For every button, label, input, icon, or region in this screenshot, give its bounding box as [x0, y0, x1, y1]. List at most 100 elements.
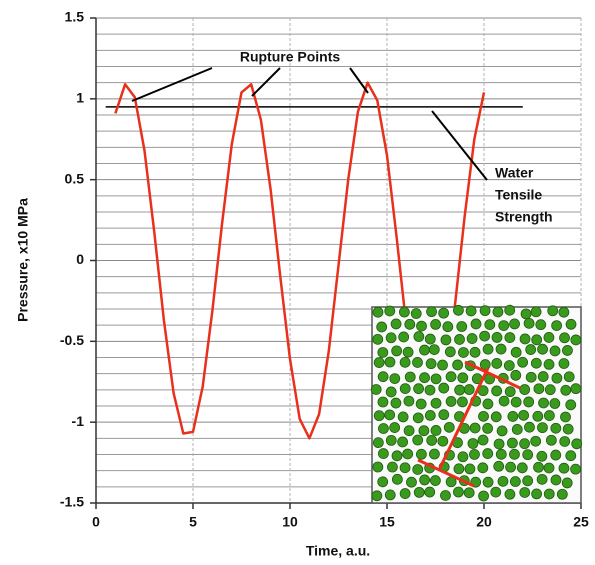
sphere [482, 343, 494, 355]
sphere [378, 423, 389, 434]
sphere [372, 437, 384, 449]
sphere [570, 463, 581, 475]
sphere [525, 371, 537, 383]
sphere [457, 451, 469, 463]
sphere [492, 306, 504, 318]
x-tick-label: 10 [282, 514, 298, 530]
sphere [519, 487, 531, 498]
sphere [412, 412, 424, 424]
sphere [424, 384, 436, 396]
sphere [519, 333, 531, 345]
sphere [530, 357, 542, 369]
sphere [562, 345, 573, 356]
sphere [509, 318, 520, 330]
sphere [549, 345, 561, 357]
sphere [437, 359, 448, 371]
sphere [442, 321, 454, 333]
sphere [466, 333, 478, 344]
sphere [497, 475, 509, 487]
sphere [558, 306, 570, 318]
sphere [537, 422, 548, 434]
sphere [430, 319, 442, 330]
sphere [522, 475, 534, 487]
sphere [510, 346, 522, 358]
sphere [559, 436, 571, 447]
sphere [570, 383, 582, 395]
inset-marker [438, 367, 490, 469]
sphere [440, 490, 451, 501]
y-tick-label: 0.5 [65, 170, 85, 186]
sphere [399, 488, 411, 499]
sphere [533, 383, 545, 395]
sphere [453, 304, 464, 316]
sphere [478, 490, 489, 502]
annotation: Water [495, 165, 534, 181]
sphere [509, 448, 520, 460]
sphere [453, 463, 465, 475]
sphere [452, 359, 464, 371]
x-axis-title: Time, a.u. [306, 543, 370, 559]
sphere [524, 421, 535, 433]
sphere [547, 305, 559, 317]
sphere [550, 449, 562, 461]
sphere [479, 359, 491, 370]
sphere [531, 334, 543, 346]
sphere [517, 356, 529, 368]
sphere [454, 334, 465, 345]
sphere [413, 331, 425, 342]
y-tick-label: -0.5 [60, 332, 84, 348]
sphere [523, 396, 535, 408]
x-tick-label: 25 [573, 514, 589, 530]
sphere [385, 332, 397, 344]
sphere [479, 330, 491, 342]
sphere [532, 410, 544, 422]
sphere [371, 490, 383, 502]
sphere [456, 321, 468, 332]
y-tick-label: 1.5 [65, 9, 85, 25]
sphere [543, 410, 555, 421]
sphere [385, 434, 397, 446]
sphere [372, 461, 384, 473]
inset-marker [464, 360, 521, 390]
sphere [478, 410, 489, 422]
sphere [530, 306, 542, 318]
sphere [469, 449, 480, 460]
sphere [558, 462, 570, 474]
sphere [454, 384, 466, 396]
sphere [469, 422, 481, 434]
sphere [498, 395, 510, 407]
sphere [376, 321, 388, 333]
sphere [391, 450, 403, 462]
sphere [543, 332, 555, 343]
sphere [523, 317, 535, 329]
sphere [551, 372, 563, 384]
sphere [410, 308, 422, 319]
sphere [477, 434, 489, 446]
sphere [463, 384, 475, 395]
sphere [560, 411, 571, 423]
sphere [504, 488, 516, 500]
sphere [370, 384, 382, 395]
sphere [437, 435, 449, 447]
sphere [491, 358, 503, 369]
sphere [519, 384, 531, 395]
annotation: Strength [495, 209, 553, 225]
sphere [482, 398, 494, 410]
sphere [571, 438, 583, 450]
x-tick-label: 5 [189, 514, 197, 530]
sphere [491, 332, 503, 343]
sphere [425, 358, 437, 370]
sphere [518, 409, 530, 421]
sphere [507, 411, 519, 422]
sphere [469, 346, 481, 358]
sphere [399, 462, 411, 474]
sphere [418, 425, 430, 437]
sphere [482, 448, 494, 459]
sphere [504, 304, 516, 316]
sphere [430, 373, 442, 385]
sphere [484, 319, 496, 331]
sphere [556, 488, 568, 500]
sphere [536, 473, 548, 485]
sphere [415, 398, 427, 410]
